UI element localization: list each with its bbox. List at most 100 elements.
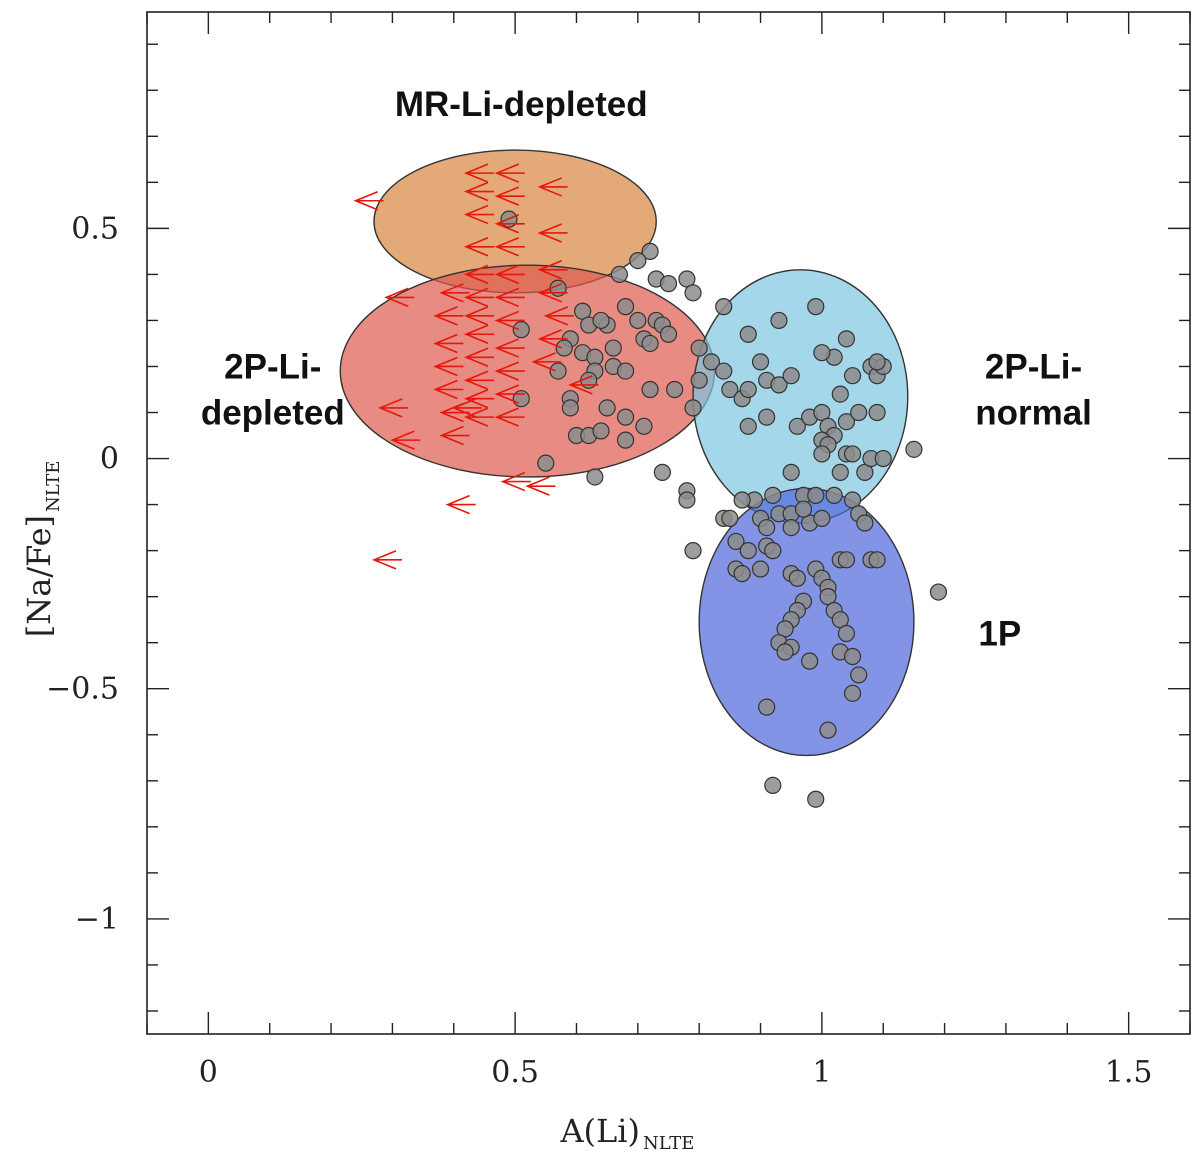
y-tick-label: 0 [100, 442, 119, 477]
upper-limit-arrow [433, 306, 464, 326]
data-point [610, 265, 629, 284]
data-point [807, 486, 825, 504]
y-axis-title: [Na/Fe] [20, 515, 58, 637]
data-point [690, 339, 708, 357]
upper-limit-arrow [463, 264, 495, 285]
upper-limit-arrow [531, 352, 562, 372]
upper-limit-arrow [463, 287, 495, 308]
data-point [739, 325, 757, 343]
upper-limit-arrow [433, 333, 464, 354]
data-point [635, 417, 653, 435]
data-point [856, 514, 874, 532]
upper-limit-arrow [433, 379, 464, 400]
data-point [659, 325, 678, 343]
data-point [837, 624, 856, 643]
upper-limit-arrow [494, 163, 525, 183]
upper-limit-arrow [537, 329, 568, 349]
upper-limit-arrow [494, 287, 525, 308]
data-point [837, 413, 856, 431]
data-point [592, 422, 610, 440]
data-point [616, 298, 635, 316]
upper-limit-arrow [463, 370, 495, 391]
upper-limit-arrow [445, 494, 476, 515]
data-point [616, 431, 635, 449]
upper-limit-arrow [463, 181, 495, 202]
y-tick-label: −1 [75, 902, 119, 937]
data-point [837, 330, 856, 348]
data-point [549, 362, 567, 380]
data-point [868, 403, 886, 422]
data-point [616, 408, 635, 426]
y-axis-title-subscript: NLTE [43, 461, 64, 512]
data-point [929, 583, 948, 601]
data-point [850, 666, 868, 684]
data-point [739, 380, 757, 399]
upper-limit-arrow [463, 324, 495, 344]
data-point [843, 445, 862, 463]
upper-limit-arrow [353, 191, 384, 211]
data-point [684, 399, 702, 417]
data-point [751, 353, 770, 371]
data-point [555, 339, 573, 357]
data-point [561, 399, 579, 417]
data-point [604, 339, 622, 357]
data-point [616, 362, 635, 380]
data-point [684, 542, 702, 560]
data-point [739, 542, 757, 560]
x-tick-label: 1.5 [1105, 1055, 1153, 1090]
data-point [758, 519, 776, 537]
tick-labels: 0 0.5 1 1.5 0.5 0 −0.5 −1 [46, 211, 1152, 1090]
y-tick-label: 0.5 [71, 211, 119, 246]
data-point [721, 509, 739, 527]
data-point [776, 643, 794, 661]
x-tick-label: 0.5 [491, 1055, 539, 1090]
li-upper-limit-arrows [353, 163, 599, 570]
upper-limit-arrow [494, 338, 525, 358]
population-labels: MR-Li-depleted 2P-Li-depleted 2P-Li-normal… [201, 85, 1092, 653]
data-point [641, 380, 659, 399]
upper-limit-arrow [439, 425, 470, 446]
data-point [874, 449, 892, 468]
data-point [702, 353, 721, 371]
x-axis-title: A(Li) [559, 1112, 640, 1150]
upper-limit-arrow [494, 214, 525, 234]
axis-ticks [146, 12, 1191, 1034]
data-point [905, 440, 923, 458]
upper-limit-arrow [463, 388, 495, 409]
region-label-mr-li-depleted: MR-Li-depleted [395, 85, 648, 124]
data-point [629, 311, 647, 330]
data-point [641, 334, 659, 353]
upper-limit-arrow [494, 310, 525, 331]
data-point [770, 376, 788, 394]
upper-limit-arrow [537, 223, 568, 243]
data-point [592, 311, 610, 330]
x-axis-title-main: A(Li) [559, 1112, 640, 1150]
data-point [788, 569, 806, 587]
x-tick-label: 1 [812, 1055, 831, 1090]
upper-limit-arrow [371, 550, 403, 570]
region-label-2p-li-normal: 2P-Li-normal [975, 347, 1092, 432]
upper-limit-arrow [494, 361, 525, 381]
data-point [843, 684, 862, 702]
upper-limit-arrow [384, 287, 415, 308]
y-tick-label: −0.5 [46, 672, 119, 707]
data-point [537, 454, 555, 472]
data-point [629, 251, 647, 270]
upper-limit-arrow [463, 306, 495, 326]
data-point [813, 344, 831, 362]
data-point [807, 298, 825, 316]
data-point [831, 385, 849, 403]
data-point [586, 468, 604, 486]
data-point [684, 284, 702, 302]
upper-limit-arrow [537, 177, 568, 197]
upper-limit-arrow [463, 407, 495, 427]
data-point [782, 463, 800, 481]
x-axis-title-subscript: NLTE [643, 1133, 694, 1154]
data-point [831, 463, 849, 481]
li-detection-points [500, 210, 948, 808]
data-point [843, 647, 862, 666]
data-point [715, 362, 733, 380]
data-point [764, 542, 782, 560]
data-point [733, 491, 751, 509]
data-point [868, 551, 886, 569]
